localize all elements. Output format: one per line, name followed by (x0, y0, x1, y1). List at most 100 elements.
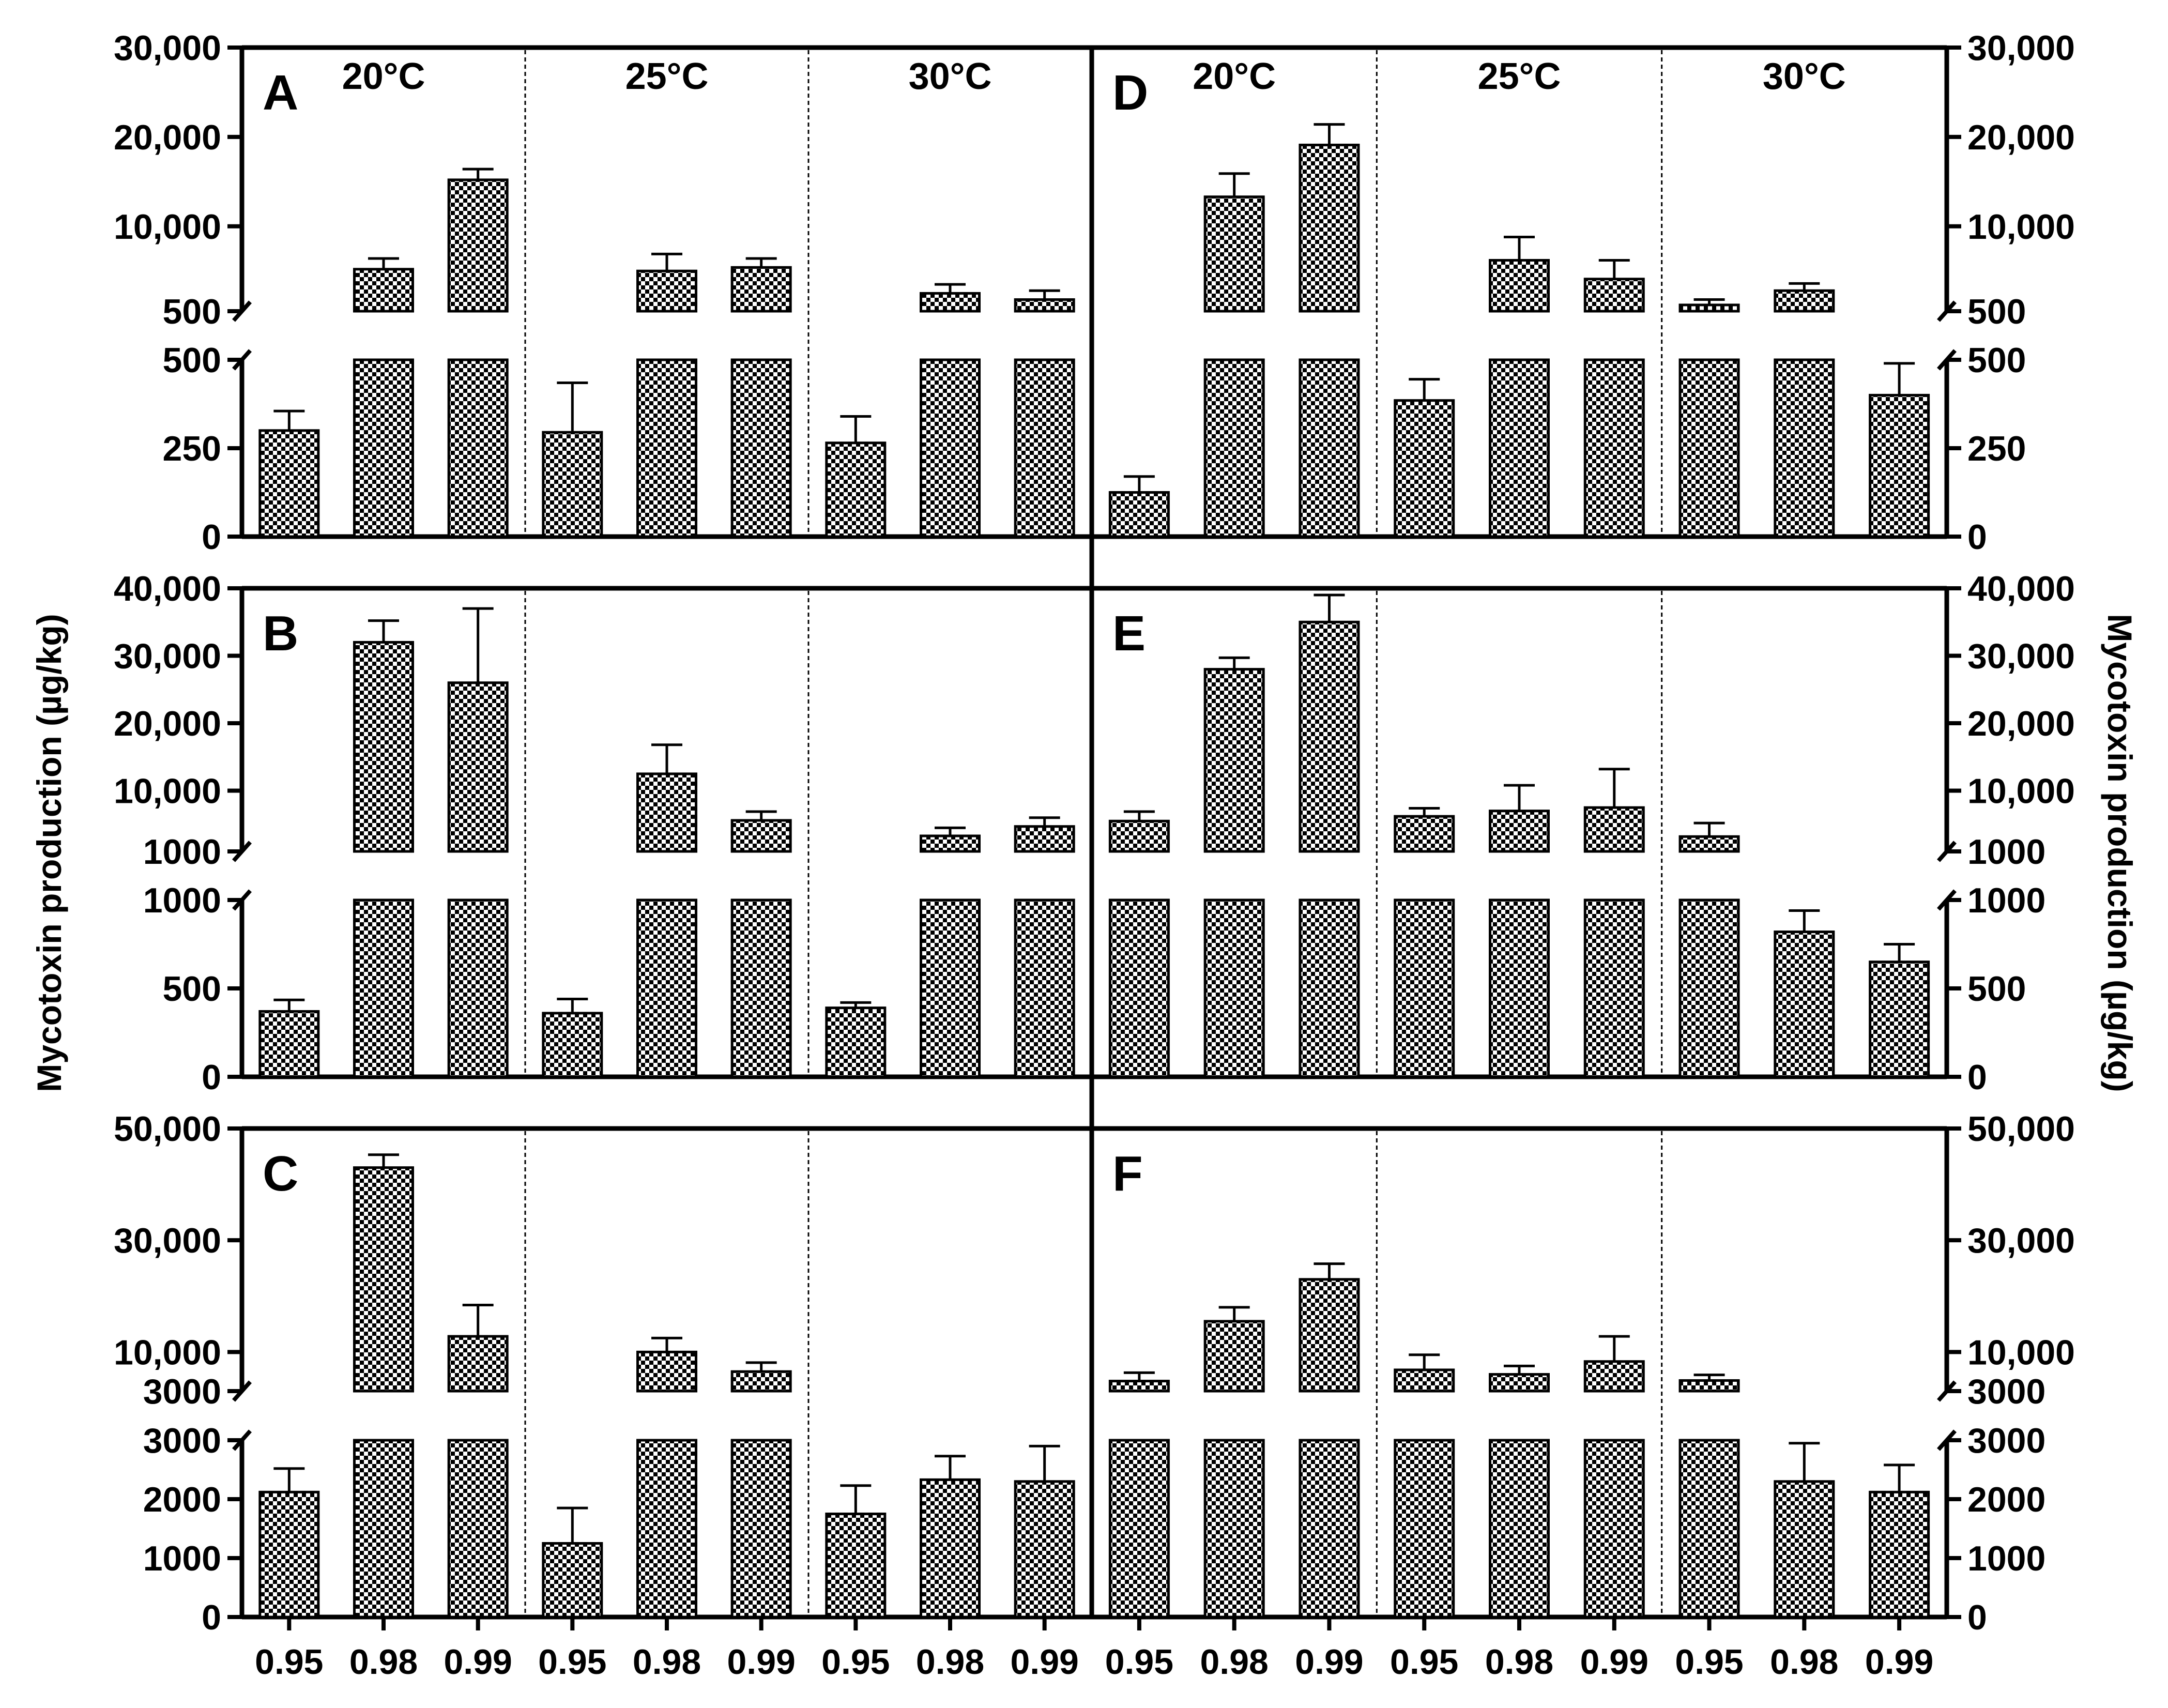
bar-lower-E-6 (1583, 898, 1645, 1078)
bar-upper-E-3 (1299, 620, 1360, 853)
temperature-label: 20°C (342, 56, 425, 97)
bar-upper-B-5 (636, 772, 697, 853)
bar-upper-E-7 (1678, 835, 1740, 853)
bar-upper-C-3 (447, 1335, 509, 1393)
bar-upper-F-7 (1678, 1379, 1740, 1393)
bar-lower-A-1 (258, 429, 320, 538)
bar-lower-A-7 (825, 441, 887, 538)
bar-lower-D-7 (1678, 358, 1740, 538)
bar-lower-D-9 (1869, 393, 1930, 538)
bar-lower-D-1 (1108, 491, 1170, 538)
bar-lower-C-1 (258, 1490, 320, 1619)
x-tick-label: 0.99 (1010, 1642, 1078, 1682)
bar-upper-D-6 (1583, 278, 1645, 313)
y-tick-label-upper-A: 20,000 (114, 118, 221, 157)
bar-lower-F-1 (1108, 1439, 1170, 1619)
panel-letter-D: D (1112, 65, 1148, 120)
y-tick-label-lower-C: 3000 (143, 1421, 221, 1460)
y-tick-label-upper-C: 3000 (143, 1372, 221, 1411)
bar-lower-D-4 (1394, 399, 1455, 538)
x-tick-label: 0.98 (916, 1642, 984, 1682)
bar-lower-C-9 (1014, 1480, 1075, 1619)
bar-upper-F-3 (1299, 1278, 1360, 1393)
y-tick-label-upper-E: 10,000 (1967, 772, 2075, 811)
bar-upper-B-6 (730, 819, 792, 853)
y-tick-label-upper-B: 20,000 (114, 704, 221, 743)
bar-upper-D-3 (1299, 143, 1360, 313)
bar-upper-E-4 (1394, 815, 1455, 853)
bar-upper-A-9 (1014, 298, 1075, 313)
panel-letter-A: A (263, 65, 298, 120)
temperature-label: 20°C (1193, 56, 1276, 97)
bar-lower-F-2 (1203, 1439, 1265, 1619)
y-tick-label-upper-A: 10,000 (114, 207, 221, 247)
bar-lower-F-9 (1869, 1490, 1930, 1619)
bar-lower-D-2 (1203, 358, 1265, 538)
bar-lower-B-1 (258, 1010, 320, 1078)
bar-lower-C-3 (447, 1439, 509, 1619)
bar-lower-A-6 (730, 358, 792, 538)
y-tick-label-lower-B: 0 (202, 1058, 221, 1097)
bar-lower-F-8 (1774, 1480, 1835, 1619)
y-tick-label-upper-C: 50,000 (114, 1109, 221, 1149)
bar-lower-C-2 (353, 1439, 414, 1619)
bar-lower-A-2 (353, 358, 414, 538)
y-tick-label-lower-F: 2000 (1967, 1480, 2045, 1519)
x-tick-label: 0.95 (1105, 1642, 1173, 1682)
bar-lower-F-5 (1489, 1439, 1550, 1619)
bar-upper-B-9 (1014, 825, 1075, 853)
x-tick-label: 0.95 (821, 1642, 890, 1682)
y-tick-label-lower-B: 500 (163, 969, 221, 1009)
y-tick-label-lower-D: 0 (1967, 517, 1987, 557)
x-tick-label: 0.99 (444, 1642, 512, 1682)
bar-upper-C-6 (730, 1370, 792, 1393)
y-tick-label-upper-A: 30,000 (114, 28, 221, 68)
y-tick-label-upper-D: 10,000 (1967, 207, 2075, 247)
temperature-label: 30°C (1763, 56, 1846, 97)
y-tick-label-upper-B: 30,000 (114, 637, 221, 676)
bar-lower-E-7 (1678, 898, 1740, 1078)
bar-lower-E-3 (1299, 898, 1360, 1078)
y-tick-label-lower-E: 500 (1967, 969, 2026, 1009)
bar-lower-F-7 (1678, 1439, 1740, 1619)
bar-upper-A-3 (447, 178, 509, 313)
bar-lower-B-8 (920, 898, 981, 1078)
y-tick-label-upper-A: 500 (163, 292, 221, 331)
bar-upper-E-6 (1583, 806, 1645, 853)
bar-lower-D-3 (1299, 358, 1360, 538)
bar-upper-D-7 (1678, 303, 1740, 313)
bar-lower-B-6 (730, 898, 792, 1078)
panel-letter-B: B (263, 606, 298, 661)
plot-layer: 0 250 500 500 10,000 20,000 30,000 A 20°C 25°C 30°… (114, 28, 2075, 1682)
x-tick-label: 0.98 (1770, 1642, 1838, 1682)
bar-lower-A-5 (636, 358, 697, 538)
bar-upper-B-2 (353, 640, 414, 853)
left-axis-title: Mycotoxin production (µg/kg) (30, 614, 68, 1092)
y-tick-label-upper-F: 30,000 (1967, 1221, 2075, 1260)
bar-lower-F-3 (1299, 1439, 1360, 1619)
bar-lower-D-6 (1583, 358, 1645, 538)
y-tick-label-lower-E: 1000 (1967, 881, 2045, 920)
bar-upper-D-8 (1774, 289, 1835, 313)
y-tick-label-lower-C: 2000 (143, 1480, 221, 1519)
y-tick-label-upper-E: 20,000 (1967, 704, 2075, 743)
y-tick-label-upper-C: 10,000 (114, 1333, 221, 1372)
y-tick-label-upper-B: 40,000 (114, 569, 221, 608)
bar-lower-A-3 (447, 358, 509, 538)
x-tick-label: 0.98 (1200, 1642, 1268, 1682)
x-tick-label: 0.99 (1580, 1642, 1648, 1682)
bar-upper-E-2 (1203, 668, 1265, 853)
bar-upper-E-1 (1108, 819, 1170, 853)
y-tick-label-upper-F: 10,000 (1967, 1333, 2075, 1372)
x-tick-label: 0.98 (633, 1642, 701, 1682)
bar-lower-E-9 (1869, 960, 1930, 1078)
y-tick-label-lower-C: 0 (202, 1598, 221, 1637)
bar-lower-A-8 (920, 358, 981, 538)
bar-lower-B-5 (636, 898, 697, 1078)
x-tick-label: 0.95 (1390, 1642, 1458, 1682)
y-tick-label-upper-B: 10,000 (114, 772, 221, 811)
y-tick-label-upper-D: 20,000 (1967, 118, 2075, 157)
bar-lower-A-9 (1014, 358, 1075, 538)
bar-lower-D-8 (1774, 358, 1835, 538)
x-tick-label: 0.99 (727, 1642, 795, 1682)
